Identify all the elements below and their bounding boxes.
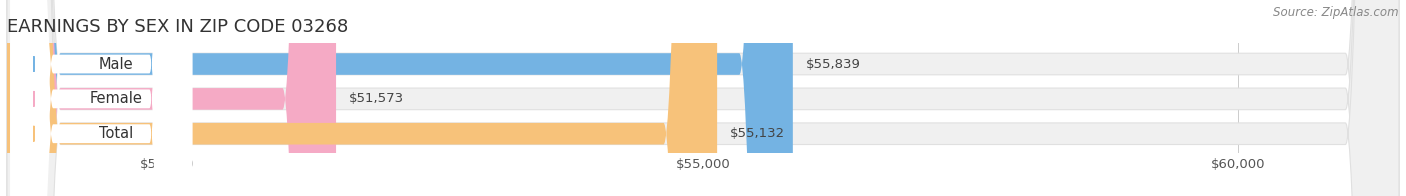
FancyBboxPatch shape bbox=[10, 0, 193, 196]
FancyBboxPatch shape bbox=[7, 0, 717, 196]
FancyBboxPatch shape bbox=[7, 0, 793, 196]
Text: Female: Female bbox=[90, 91, 142, 106]
Text: $51,573: $51,573 bbox=[349, 92, 404, 105]
FancyBboxPatch shape bbox=[10, 0, 193, 196]
Text: Male: Male bbox=[98, 56, 134, 72]
Text: $55,132: $55,132 bbox=[730, 127, 785, 140]
FancyBboxPatch shape bbox=[7, 0, 1399, 196]
Text: Source: ZipAtlas.com: Source: ZipAtlas.com bbox=[1274, 6, 1399, 19]
FancyBboxPatch shape bbox=[7, 0, 1399, 196]
FancyBboxPatch shape bbox=[7, 0, 336, 196]
FancyBboxPatch shape bbox=[10, 0, 193, 196]
Text: Total: Total bbox=[98, 126, 134, 141]
Text: $55,839: $55,839 bbox=[806, 58, 860, 71]
FancyBboxPatch shape bbox=[7, 0, 1399, 196]
Text: EARNINGS BY SEX IN ZIP CODE 03268: EARNINGS BY SEX IN ZIP CODE 03268 bbox=[7, 18, 349, 36]
